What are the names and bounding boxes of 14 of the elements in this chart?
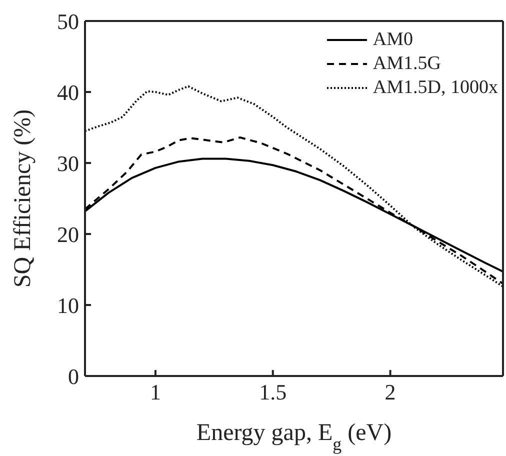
y-tick-label: 40: [57, 80, 79, 105]
y-axis-title: SQ Efficiency (%): [10, 109, 36, 288]
y-tick-label: 0: [68, 364, 79, 389]
y-tick-label: 50: [57, 8, 79, 34]
x-tick-label: 2: [384, 380, 396, 405]
legend-label: AM1.5D, 1000x: [372, 76, 498, 100]
x-tick-label: 1.5: [259, 380, 287, 405]
x-axis-title: Energy gap, E$_{g}$ (eV): [196, 420, 392, 454]
x-tick-label: 1: [150, 380, 161, 405]
y-tick-label: 30: [57, 150, 79, 176]
legend-label: AM1.5G: [372, 52, 441, 76]
y-tick-label: 10: [57, 292, 79, 318]
legend-label: AM0: [372, 28, 414, 52]
y-tick-label: 20: [57, 222, 79, 247]
